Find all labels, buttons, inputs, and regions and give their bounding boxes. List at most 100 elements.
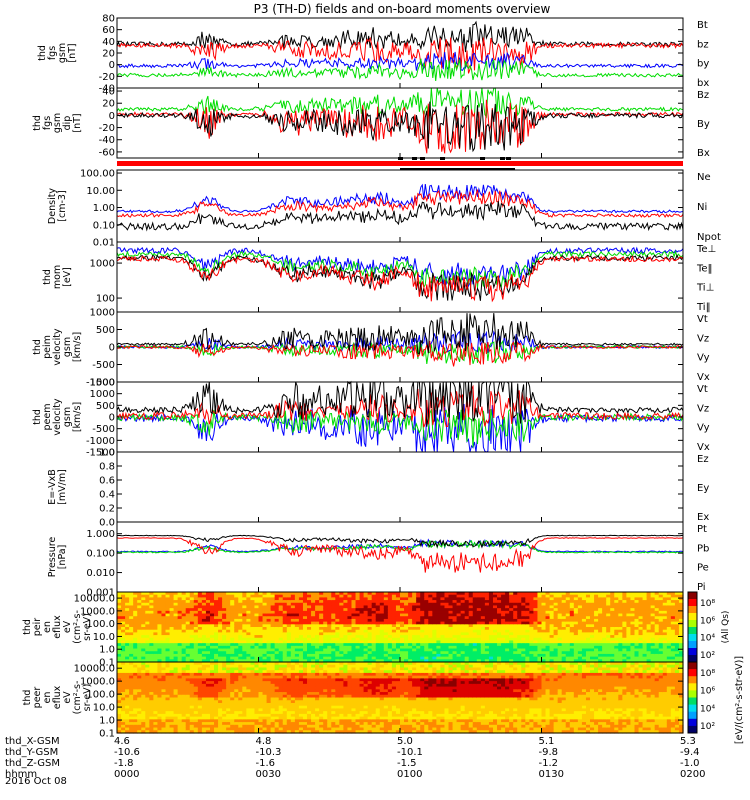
- heat-cell: [557, 637, 563, 642]
- heat-cell: [307, 653, 312, 658]
- heat-cell: [129, 675, 134, 679]
- heat-cell: [460, 645, 466, 650]
- heat-cell: [529, 637, 535, 642]
- legend-bx: Bx: [697, 148, 710, 159]
- heat-cell: [387, 602, 393, 607]
- heat-cell: [238, 602, 243, 607]
- heat-cell: [274, 643, 280, 647]
- heat-cell: [145, 629, 150, 633]
- heat-cell: [258, 705, 264, 710]
- heat-cell: [549, 621, 555, 625]
- heat-cell: [242, 713, 247, 718]
- heat-cell: [173, 613, 179, 617]
- heat-cell: [149, 624, 154, 628]
- heat-cell: [189, 686, 195, 690]
- heat-cell: [254, 678, 260, 682]
- heat-cell: [448, 629, 454, 633]
- heat-cell: [169, 640, 175, 644]
- heat-cell: [391, 653, 397, 658]
- heat-cell: [121, 716, 126, 720]
- heat-cell: [525, 600, 530, 604]
- heat-cell: [484, 632, 490, 636]
- heat-cell: [379, 648, 385, 652]
- heat-cell: [197, 643, 203, 647]
- heat-cell: [230, 730, 235, 734]
- heat-cell: [250, 727, 256, 731]
- heat-cell: [367, 621, 373, 625]
- heat-cell: [331, 608, 336, 612]
- heat-cell: [561, 635, 567, 639]
- heat-cell: [529, 624, 535, 628]
- heat-cell: [258, 670, 264, 674]
- heat-cell: [606, 610, 611, 615]
- heat-cell: [594, 624, 599, 628]
- heat-cell: [497, 629, 502, 633]
- heat-cell: [205, 659, 211, 663]
- heat-cell: [278, 702, 284, 707]
- heat-cell: [129, 618, 134, 623]
- heat-cell: [517, 635, 522, 639]
- y-tick-label: -500: [92, 424, 115, 435]
- heat-cell: [565, 656, 571, 660]
- heat-cell: [218, 613, 223, 617]
- heat-cell: [529, 645, 535, 650]
- heat-cell: [387, 610, 393, 615]
- heat-cell: [209, 600, 215, 604]
- heat-cell: [117, 672, 122, 677]
- heat-cell: [177, 730, 183, 734]
- heat-cell: [666, 627, 672, 631]
- heat-cell: [181, 640, 187, 644]
- heat-cell: [242, 689, 247, 693]
- heat-cell: [355, 594, 361, 598]
- heat-cell: [185, 659, 191, 663]
- heat-cell: [315, 629, 320, 633]
- heat-cell: [149, 640, 154, 644]
- heat-cell: [234, 618, 239, 623]
- heat-cell: [165, 705, 171, 710]
- heat-cell: [460, 621, 466, 625]
- heat-cell: [117, 616, 122, 620]
- heat-cell: [585, 624, 591, 628]
- heat-cell: [622, 635, 627, 639]
- heat-cell: [440, 605, 446, 609]
- heat-cell: [416, 635, 421, 639]
- heat-cell: [282, 597, 288, 601]
- heat-cell: [343, 635, 349, 639]
- heat-cell: [577, 602, 583, 607]
- heat-cell: [286, 656, 292, 660]
- heat-cell: [242, 616, 247, 620]
- heat-cell: [448, 608, 454, 612]
- heat-cell: [117, 730, 122, 734]
- heat-cell: [157, 719, 163, 723]
- heat-cell: [137, 719, 142, 723]
- heat-cell: [678, 605, 684, 609]
- heat-cell: [670, 624, 676, 628]
- heat-cell: [452, 632, 458, 636]
- heat-cell: [585, 629, 591, 633]
- heat-cell: [610, 653, 615, 658]
- heat-cell: [278, 667, 284, 671]
- heat-cell: [400, 627, 405, 631]
- heat-cell: [545, 613, 551, 617]
- heat-cell: [129, 629, 134, 633]
- heat-cell: [205, 681, 211, 685]
- heat-cell: [145, 689, 150, 693]
- heat-cell: [452, 643, 458, 647]
- heat-cell: [193, 730, 199, 734]
- figure-title: P3 (TH-D) fields and on-board moments ov…: [254, 2, 551, 16]
- heat-cell: [521, 616, 526, 620]
- heat-cell: [250, 686, 256, 690]
- heat-cell: [218, 716, 223, 720]
- heat-cell: [509, 600, 514, 604]
- heat-cell: [201, 711, 207, 715]
- heat-cell: [533, 659, 539, 663]
- heat-cell: [214, 621, 219, 625]
- heat-cell: [492, 656, 498, 660]
- heat-cell: [585, 605, 591, 609]
- heat-cell: [323, 600, 328, 604]
- heat-cell: [185, 605, 191, 609]
- heat-cell: [424, 600, 429, 604]
- heat-cell: [286, 689, 292, 693]
- heat-cell: [209, 708, 215, 712]
- heat-cell: [145, 618, 150, 623]
